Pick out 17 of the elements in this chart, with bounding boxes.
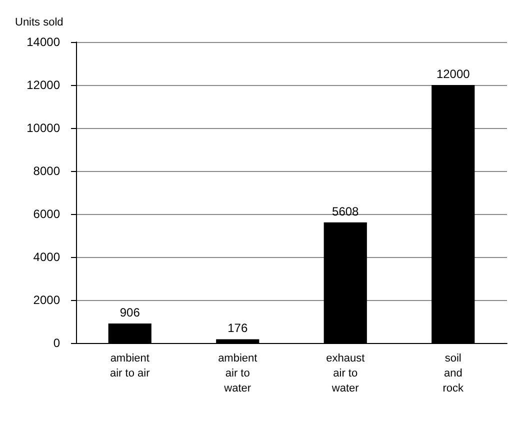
y-tick-label: 6000 (33, 207, 60, 221)
y-tick-label: 8000 (33, 164, 60, 178)
y-tick-label: 12000 (26, 78, 60, 92)
data-label: 906 (120, 306, 140, 320)
y-tick-label: 2000 (33, 293, 60, 307)
y-tick-label: 0 (53, 336, 60, 350)
data-label: 176 (228, 321, 248, 336)
y-tick-label: 14000 (26, 35, 60, 49)
y-axis-title: Units sold (15, 16, 64, 28)
x-tick-label: soil and rock (442, 352, 464, 394)
x-tick-label: ambient air to water (218, 352, 258, 394)
y-tick-label: 4000 (33, 250, 60, 264)
data-label: 5608 (332, 204, 360, 218)
data-label: 12000 (436, 67, 470, 81)
y-tick-label: 10000 (26, 121, 60, 135)
x-tick-label: exhaust air to water (326, 352, 365, 394)
x-tick-label: ambient air to air (110, 352, 150, 380)
